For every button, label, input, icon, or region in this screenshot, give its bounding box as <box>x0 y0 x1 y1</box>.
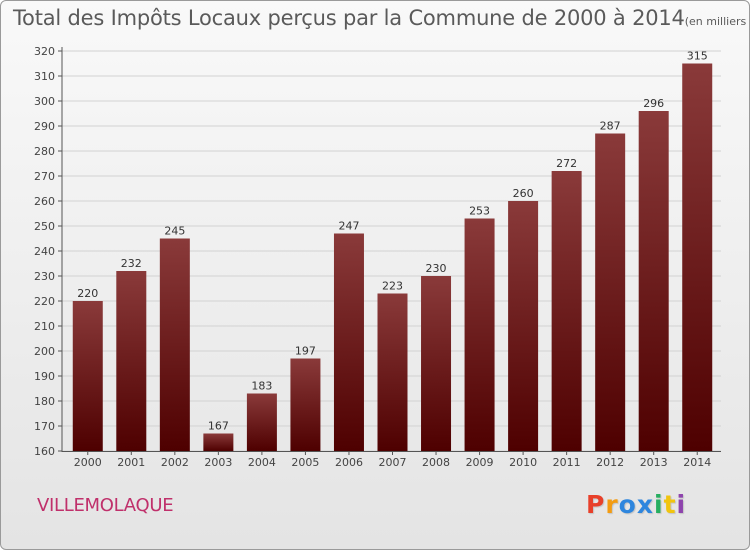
bar <box>72 301 103 451</box>
proxiti-logo: Proxiti <box>586 490 686 519</box>
y-tick-label: 270 <box>34 170 55 183</box>
value-labels: 220 232 245 167 183 197 247 223 230 253 260 272 287 2… <box>77 50 707 433</box>
bar <box>551 171 582 451</box>
x-tick-label: 2007 <box>379 456 407 469</box>
logo-letter: i <box>676 490 687 519</box>
x-tick-label: 2006 <box>335 456 363 469</box>
bar <box>638 111 669 451</box>
data-label: 253 <box>469 205 490 218</box>
x-tick-label: 2010 <box>509 456 537 469</box>
x-tick-label: 2004 <box>248 456 276 469</box>
logo-letter: o <box>618 490 637 519</box>
bar <box>290 358 321 451</box>
y-tick-label: 190 <box>34 370 55 383</box>
data-label: 197 <box>295 345 316 358</box>
bar <box>595 133 626 451</box>
data-label: 247 <box>338 220 359 233</box>
x-tick-label: 2008 <box>422 456 450 469</box>
logo-letter: i <box>654 490 664 519</box>
y-tick-label: 290 <box>34 120 55 133</box>
bar <box>464 218 495 451</box>
data-label: 232 <box>121 257 142 270</box>
x-tick-label: 2012 <box>596 456 624 469</box>
x-tick-label: 2009 <box>466 456 494 469</box>
bar <box>246 393 277 451</box>
y-tick-label: 180 <box>34 395 55 408</box>
bar <box>333 233 364 451</box>
y-tick-label: 170 <box>34 420 55 433</box>
data-label: 223 <box>382 280 403 293</box>
bar <box>159 238 190 451</box>
y-tick-label: 280 <box>34 145 55 158</box>
bar <box>508 201 539 451</box>
y-tick-label: 250 <box>34 220 55 233</box>
commune-name: VILLEMOLAQUE <box>37 495 174 516</box>
data-label: 230 <box>426 262 447 275</box>
y-tick-label: 310 <box>34 70 55 83</box>
x-tick-label: 2014 <box>683 456 711 469</box>
data-label: 245 <box>164 225 185 238</box>
data-label: 315 <box>687 50 708 63</box>
data-label: 287 <box>600 120 621 133</box>
x-tick-label: 2005 <box>291 456 319 469</box>
data-label: 260 <box>513 187 534 200</box>
data-label: 183 <box>251 380 272 393</box>
y-tick-label: 300 <box>34 95 55 108</box>
y-tick-label: 210 <box>34 320 55 333</box>
axes <box>58 47 721 455</box>
y-tick-label: 240 <box>34 245 55 258</box>
data-label: 296 <box>643 97 664 110</box>
x-tick-label: 2002 <box>161 456 189 469</box>
tick-labels: 160 170 180 190 200 210 220 230 240 250 260 270 280 2… <box>34 45 711 469</box>
logo-letter: x <box>636 490 654 519</box>
y-tick-label: 160 <box>34 445 55 458</box>
bar <box>682 63 713 451</box>
y-tick-label: 260 <box>34 195 55 208</box>
x-tick-label: 2013 <box>640 456 668 469</box>
logo-letter: P <box>586 490 606 519</box>
y-tick-label: 230 <box>34 270 55 283</box>
x-tick-label: 2011 <box>553 456 581 469</box>
y-tick-label: 220 <box>34 295 55 308</box>
x-tick-label: 2000 <box>74 456 102 469</box>
bar <box>116 271 147 451</box>
chart-subtitle: (en milliers d'€) <box>684 15 749 28</box>
logo-letter: t <box>663 490 677 519</box>
chart-title-text: Total des Impôts Locaux perçus par la Co… <box>13 6 685 30</box>
data-label: 167 <box>208 420 229 433</box>
bar <box>421 276 452 451</box>
y-tick-label: 200 <box>34 345 55 358</box>
x-tick-label: 2003 <box>204 456 232 469</box>
x-tick-label: 2001 <box>117 456 145 469</box>
logo-letter: r <box>605 490 619 519</box>
data-label: 272 <box>556 157 577 170</box>
y-tick-label: 320 <box>34 45 55 58</box>
bar <box>377 293 408 451</box>
chart-title: Total des Impôts Locaux perçus par la Co… <box>13 6 749 30</box>
data-label: 220 <box>77 287 98 300</box>
bars <box>72 63 713 451</box>
bar <box>203 433 234 451</box>
